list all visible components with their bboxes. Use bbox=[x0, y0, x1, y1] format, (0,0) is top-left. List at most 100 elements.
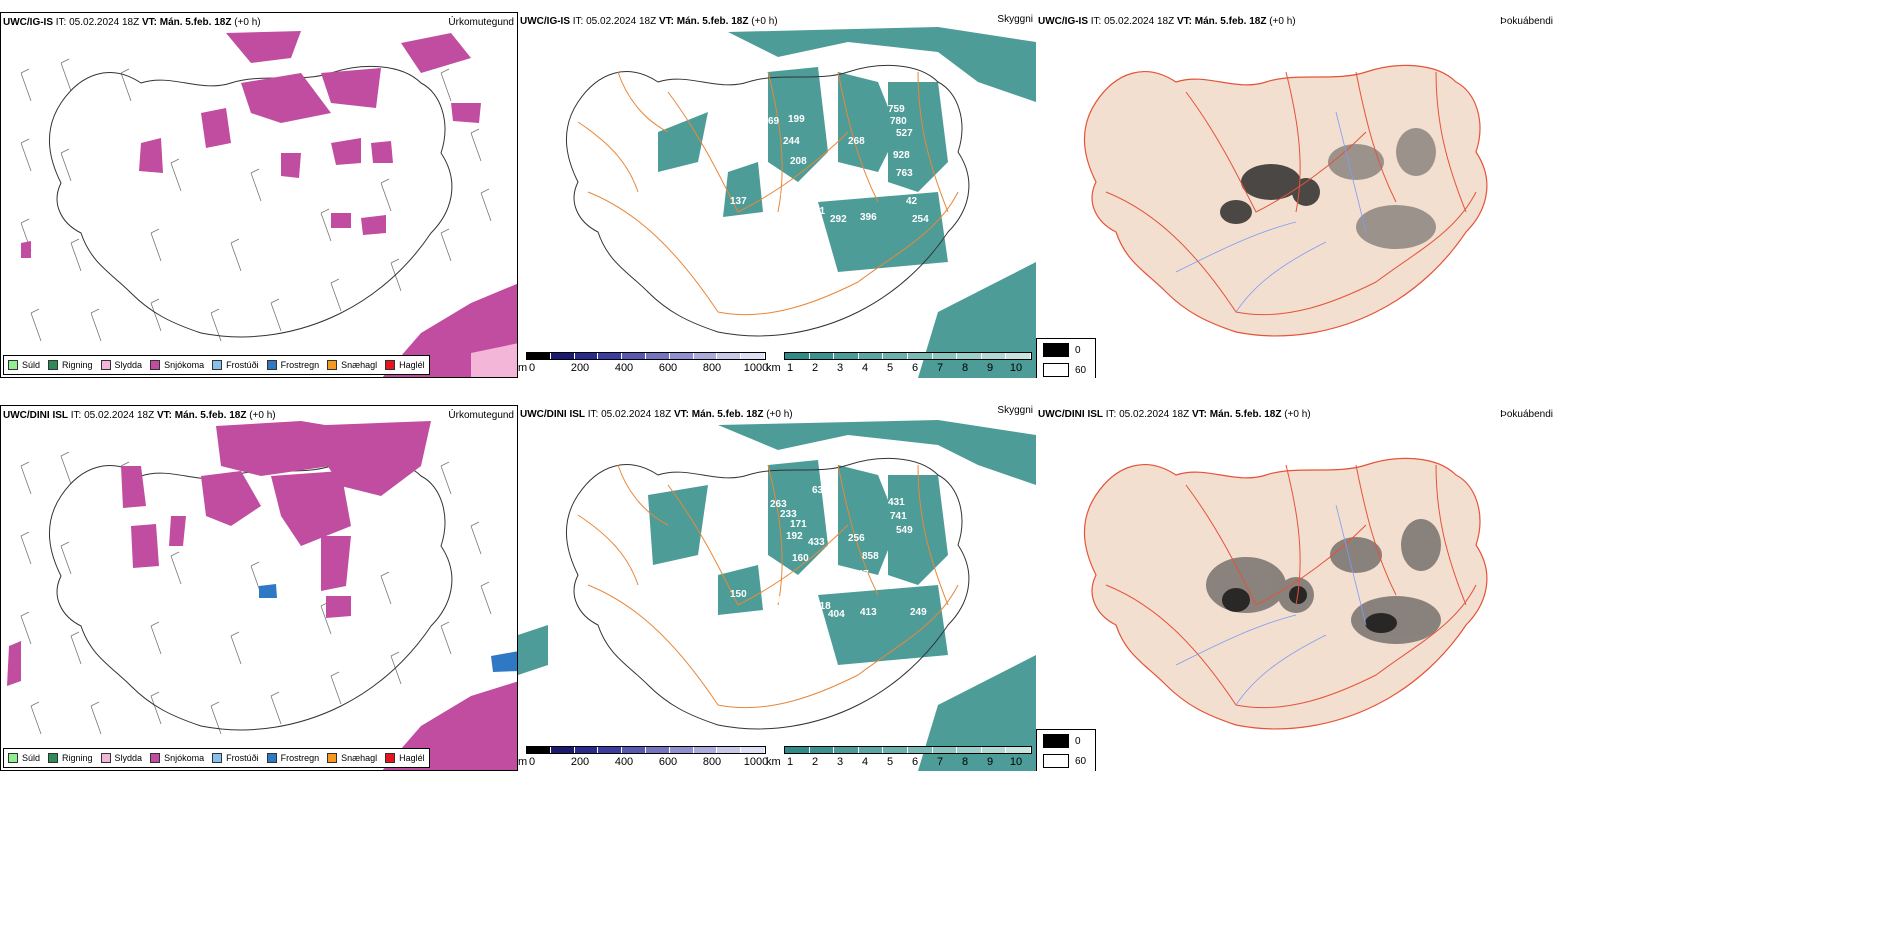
fog-panel-row1: UWC/IG-IS IT: 05.02.2024 18Z VT: Mán. 5.… bbox=[1036, 12, 1556, 378]
vis-label: 413 bbox=[860, 607, 877, 618]
header-row2-precip: UWC/DINI ISL IT: 05.02.2024 18Z VT: Mán.… bbox=[3, 410, 276, 421]
vis-tick: 600 bbox=[658, 756, 678, 768]
vis-label: 780 bbox=[890, 116, 907, 127]
precip-title-row1: Úrkomutegund bbox=[448, 17, 514, 28]
visibility-map-row1: 199 69 244 208 268 759 780 527 928 763 1… bbox=[565, 27, 1036, 378]
iceland-coastline bbox=[565, 64, 970, 337]
vis-label: 928 bbox=[893, 150, 910, 161]
vis-label: 244 bbox=[783, 136, 800, 147]
road-network bbox=[577, 464, 959, 709]
vis-unit-km: km bbox=[766, 756, 781, 768]
vis-tick: 200 bbox=[570, 362, 590, 374]
river-network bbox=[1175, 504, 1367, 706]
vis-colorbar-m-row1: m 0 200 400 600 800 1000 bbox=[518, 352, 768, 378]
vis-label: 404 bbox=[828, 609, 845, 620]
legend-item: Haglél bbox=[385, 753, 425, 763]
vis-tick: 6 bbox=[911, 362, 919, 374]
vis-label: 418 bbox=[814, 601, 831, 612]
legend-item: Slydda bbox=[100, 360, 142, 370]
vis-tick: 3 bbox=[836, 756, 844, 768]
vis-label: 256 bbox=[848, 533, 865, 544]
vis-label: 171 bbox=[790, 519, 807, 530]
vis-colorbar-km-row2: km 1 2 3 4 5 6 7 8 9 10 bbox=[766, 746, 1036, 771]
vis-tick: 1 bbox=[786, 756, 794, 768]
legend-item: Rigning bbox=[48, 753, 93, 763]
vis-tick: 400 bbox=[614, 362, 634, 374]
vis-tick: 10 bbox=[1009, 756, 1023, 768]
vis-colorbar-m-row2: m 0 200 400 600 800 1000 bbox=[518, 746, 768, 771]
vis-unit-m: m bbox=[518, 362, 528, 374]
road-network bbox=[1105, 71, 1477, 316]
vis-label: 189 bbox=[772, 595, 789, 606]
precip-map-row2 bbox=[7, 421, 517, 770]
river-network bbox=[1175, 111, 1367, 313]
iceland-coastline bbox=[48, 65, 453, 338]
vis-tick: 4 bbox=[861, 362, 869, 374]
vis-tick: 1000 bbox=[743, 362, 769, 374]
vis-tick: 8 bbox=[961, 362, 969, 374]
precip-legend-row2: Súld Rigning Slydda Snjókoma Frostúði Fr… bbox=[3, 748, 430, 768]
vis-label: 759 bbox=[888, 104, 905, 115]
legend-item: Haglél bbox=[385, 360, 425, 370]
vis-tick: 200 bbox=[570, 756, 590, 768]
vis-tick: 1 bbox=[786, 362, 794, 374]
legend-item: Frostregn bbox=[266, 360, 319, 370]
header-row2-fog: UWC/DINI ISL IT: 05.02.2024 18Z VT: Mán.… bbox=[1038, 409, 1311, 420]
visibility-labels-row2: 263 233 632 171 192 433 431 741 549 256 … bbox=[730, 485, 927, 620]
visibility-labels-row1: 199 69 244 208 268 759 780 527 928 763 1… bbox=[730, 104, 929, 225]
vis-label: 160 bbox=[792, 553, 809, 564]
vis-label: 199 bbox=[788, 114, 805, 125]
vis-label: 233 bbox=[780, 509, 797, 520]
fog-legend-row1: 0 60 bbox=[1036, 338, 1096, 378]
vis-tick: 7 bbox=[936, 362, 944, 374]
legend-item: Snæhagl bbox=[327, 360, 377, 370]
road-network bbox=[577, 71, 959, 316]
fog-title-row2: Þokuábendi bbox=[1500, 409, 1553, 420]
vis-tick: 400 bbox=[614, 756, 634, 768]
vis-unit-km: km bbox=[766, 362, 781, 374]
vis-tick: 7 bbox=[936, 756, 944, 768]
vis-tick: 0 bbox=[528, 362, 536, 374]
vis-tick: 2 bbox=[811, 756, 819, 768]
snow-areas bbox=[21, 31, 517, 377]
vis-colorbar-km-row1: km 1 2 3 4 5 6 7 8 9 10 bbox=[766, 352, 1036, 378]
vis-tick: 800 bbox=[702, 756, 722, 768]
road-network bbox=[1105, 464, 1477, 709]
vis-label: 763 bbox=[896, 168, 913, 179]
vis-label: 249 bbox=[910, 607, 927, 618]
vis-tick: 5 bbox=[886, 756, 894, 768]
vis-label: 69 bbox=[768, 116, 780, 127]
legend-item: Snjókoma bbox=[150, 753, 204, 763]
iceland-land-fill bbox=[1083, 64, 1488, 337]
precip-panel-row2: UWC/DINI ISL IT: 05.02.2024 18Z VT: Mán.… bbox=[0, 405, 518, 771]
vis-label: 254 bbox=[912, 214, 929, 225]
precip-map-row1 bbox=[20, 31, 517, 377]
header-row1-fog: UWC/IG-IS IT: 05.02.2024 18Z VT: Mán. 5.… bbox=[1038, 16, 1296, 27]
vis-label: 396 bbox=[860, 212, 877, 223]
vis-label: 431 bbox=[888, 497, 905, 508]
legend-item: Rigning bbox=[48, 360, 93, 370]
vis-tick: 1000 bbox=[743, 756, 769, 768]
header-row2-visibility: UWC/DINI ISL IT: 05.02.2024 18Z VT: Mán.… bbox=[520, 409, 793, 420]
vis-label: 527 bbox=[896, 128, 913, 139]
legend-item: Snæhagl bbox=[327, 753, 377, 763]
low-visibility-areas bbox=[518, 420, 1036, 771]
vis-tick: 9 bbox=[986, 756, 994, 768]
vis-tick: 600 bbox=[658, 362, 678, 374]
precip-panel-row1: UWC/IG-IS IT: 05.02.2024 18Z VT: Mán. 5.… bbox=[0, 12, 518, 378]
legend-item: Frostregn bbox=[266, 753, 319, 763]
vis-label: 858 bbox=[862, 551, 879, 562]
vis-label: 263 bbox=[770, 499, 787, 510]
vis-label: 741 bbox=[890, 511, 907, 522]
visibility-map-row2: 263 233 632 171 192 433 431 741 549 256 … bbox=[518, 420, 1036, 771]
legend-item: Snjókoma bbox=[150, 360, 204, 370]
vis-tick: 5 bbox=[886, 362, 894, 374]
vis-unit-m: m bbox=[518, 756, 528, 768]
vis-tick: 8 bbox=[961, 756, 969, 768]
legend-item: Slydda bbox=[100, 753, 142, 763]
vis-label: 702 bbox=[836, 583, 853, 594]
vis-label: 61 bbox=[814, 206, 826, 217]
vis-label: 42 bbox=[906, 196, 918, 207]
visibility-panel-row1: 199 69 244 208 268 759 780 527 928 763 1… bbox=[518, 12, 1036, 378]
iceland-coastline bbox=[565, 457, 970, 730]
